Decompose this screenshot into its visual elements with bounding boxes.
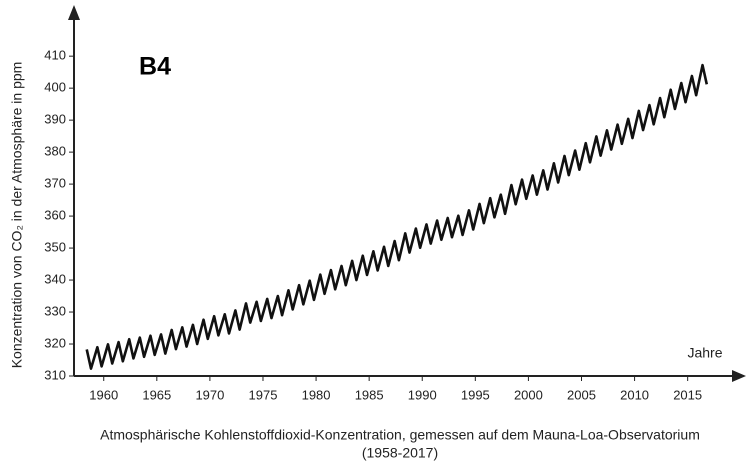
y-tick-label: 400 [44, 80, 66, 95]
x-tick-label: 1985 [355, 387, 384, 402]
y-tick-label: 350 [44, 240, 66, 255]
x-tick-label: 1965 [142, 387, 171, 402]
x-tick-label: 1995 [461, 387, 490, 402]
caption: Atmosphärische Kohlenstoffdioxid-Konzent… [100, 427, 700, 443]
x-axis-label: Jahre [687, 345, 722, 361]
x-tick-label: 1975 [249, 387, 278, 402]
caption: (1958-2017) [362, 445, 438, 461]
y-tick-label: 330 [44, 303, 66, 318]
x-tick-label: 2010 [620, 387, 649, 402]
x-tick-label: 2000 [514, 387, 543, 402]
x-tick-label: 1990 [408, 387, 437, 402]
y-tick-label: 370 [44, 176, 66, 191]
y-tick-label: 380 [44, 144, 66, 159]
x-tick-label: 1980 [302, 387, 331, 402]
y-tick-label: 360 [44, 208, 66, 223]
y-tick-label: 340 [44, 271, 66, 286]
x-tick-label: 1970 [195, 387, 224, 402]
annotation: B4 [139, 53, 171, 81]
y-axis-arrow [68, 5, 80, 20]
y-tick-label: 310 [44, 367, 66, 382]
x-tick-label: 2005 [567, 387, 596, 402]
x-tick-label: 1960 [89, 387, 118, 402]
x-axis-arrow [732, 370, 746, 382]
y-axis-label: Konzentration von CO₂ in der Atmosphäre … [9, 62, 25, 369]
y-tick-label: 320 [44, 335, 66, 350]
x-tick-label: 2015 [673, 387, 702, 402]
data-line [85, 63, 709, 370]
y-tick-label: 390 [44, 112, 66, 127]
y-tick-label: 410 [44, 48, 66, 63]
